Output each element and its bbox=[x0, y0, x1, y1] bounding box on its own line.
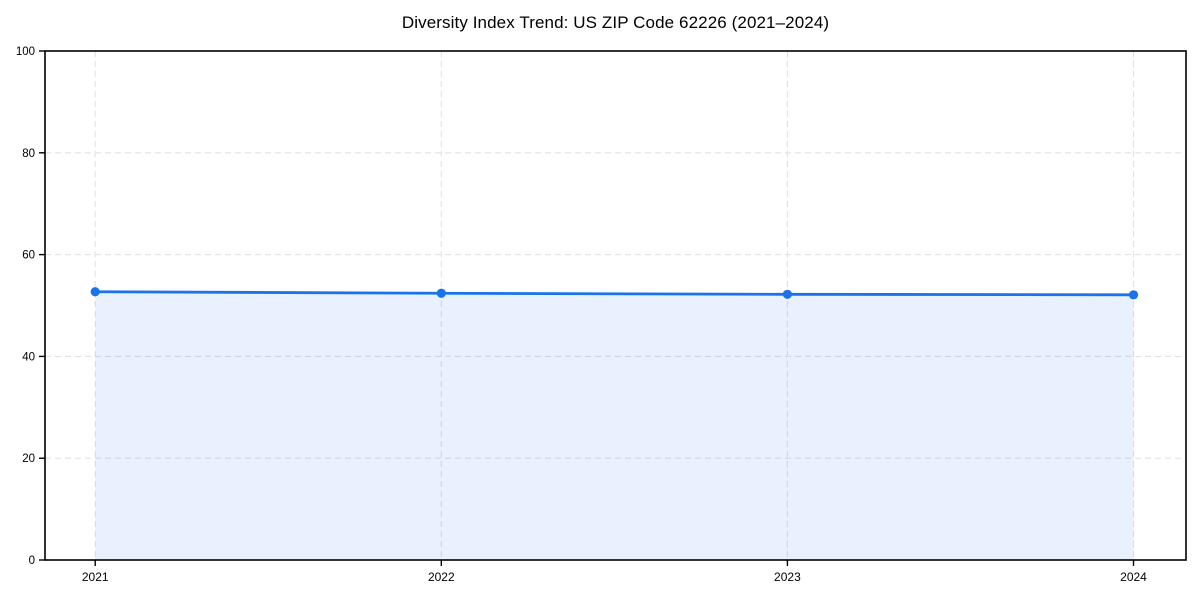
y-axis: 0 20 40 60 80 100 bbox=[16, 46, 45, 567]
y-tick-label: 60 bbox=[22, 250, 35, 262]
x-tick-label: 2021 bbox=[82, 570, 109, 584]
chart-title: Diversity Index Trend: US ZIP Code 62226… bbox=[401, 13, 830, 32]
trend-line bbox=[93, 290, 1135, 297]
data-point-2023 bbox=[782, 289, 793, 299]
x-tick-label: 2023 bbox=[774, 570, 801, 584]
data-points bbox=[90, 287, 1139, 300]
area-fill bbox=[95, 291, 1134, 560]
x-tick-label: 2022 bbox=[428, 570, 455, 584]
grid-lines bbox=[45, 51, 1186, 560]
x-axis: 2021 2022 2023 2024 bbox=[82, 560, 1147, 584]
y-tick-label: 80 bbox=[22, 148, 35, 160]
data-point-2022 bbox=[436, 288, 446, 298]
plot-border bbox=[44, 50, 1187, 561]
y-tick-label: 20 bbox=[22, 453, 35, 465]
data-point-2024 bbox=[1128, 290, 1139, 300]
y-tick-label: 0 bbox=[29, 555, 35, 567]
x-tick-label: 2024 bbox=[1120, 570, 1147, 584]
y-tick-label: 100 bbox=[16, 46, 35, 58]
data-point-2021 bbox=[90, 287, 100, 297]
y-tick-label: 40 bbox=[22, 351, 35, 363]
